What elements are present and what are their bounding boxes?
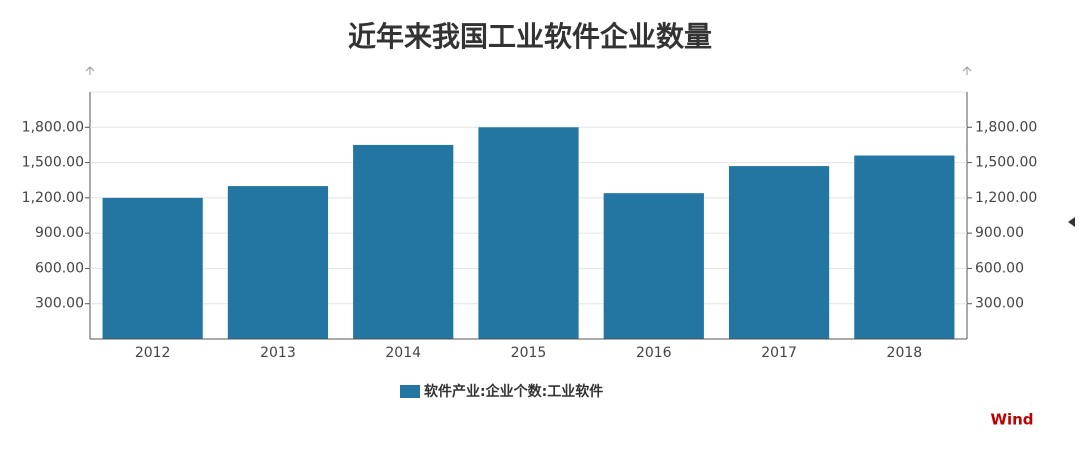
y2-axis-arrow <box>962 66 972 75</box>
x-tick-label: 2015 <box>511 345 547 361</box>
y-tick-label: 1,500.00 <box>22 155 84 171</box>
y2-tick-label: 600.00 <box>975 260 1024 276</box>
y-tick-label: 900.00 <box>35 225 84 241</box>
x-tick-label: 2017 <box>761 345 797 361</box>
x-tick-label: 2016 <box>636 345 672 361</box>
bar <box>102 197 203 339</box>
bar <box>227 186 329 339</box>
y-tick-label: 600.00 <box>35 260 84 276</box>
legend-swatch <box>400 385 420 398</box>
y-axis-arrow <box>85 66 95 75</box>
side-handle[interactable] <box>1068 217 1075 227</box>
y-tick-label: 1,800.00 <box>22 119 84 135</box>
x-tick-label: 2012 <box>135 345 171 361</box>
axis-arrows <box>85 66 972 75</box>
bar <box>603 193 704 339</box>
bar <box>478 127 579 340</box>
y2-tick-label: 1,800.00 <box>975 119 1037 135</box>
watermark: Wind <box>990 411 1033 429</box>
legend-label: 软件产业:企业个数:工业软件 <box>424 383 603 400</box>
y-tick-label: 1,200.00 <box>22 190 84 206</box>
y2-tick-label: 300.00 <box>975 296 1024 312</box>
x-tick-label: 2013 <box>260 345 296 361</box>
x-tick-label: 2014 <box>385 345 421 361</box>
y-tick-label: 300.00 <box>35 296 84 312</box>
y2-tick-label: 900.00 <box>975 225 1024 241</box>
x-tick-label: 2018 <box>887 345 923 361</box>
bar <box>854 155 955 339</box>
bar <box>353 144 454 339</box>
y2-tick-label: 1,500.00 <box>975 155 1037 171</box>
chart-title: 近年来我国工业软件企业数量 <box>348 20 712 53</box>
bar <box>728 166 830 339</box>
y2-tick-label: 1,200.00 <box>975 190 1037 206</box>
